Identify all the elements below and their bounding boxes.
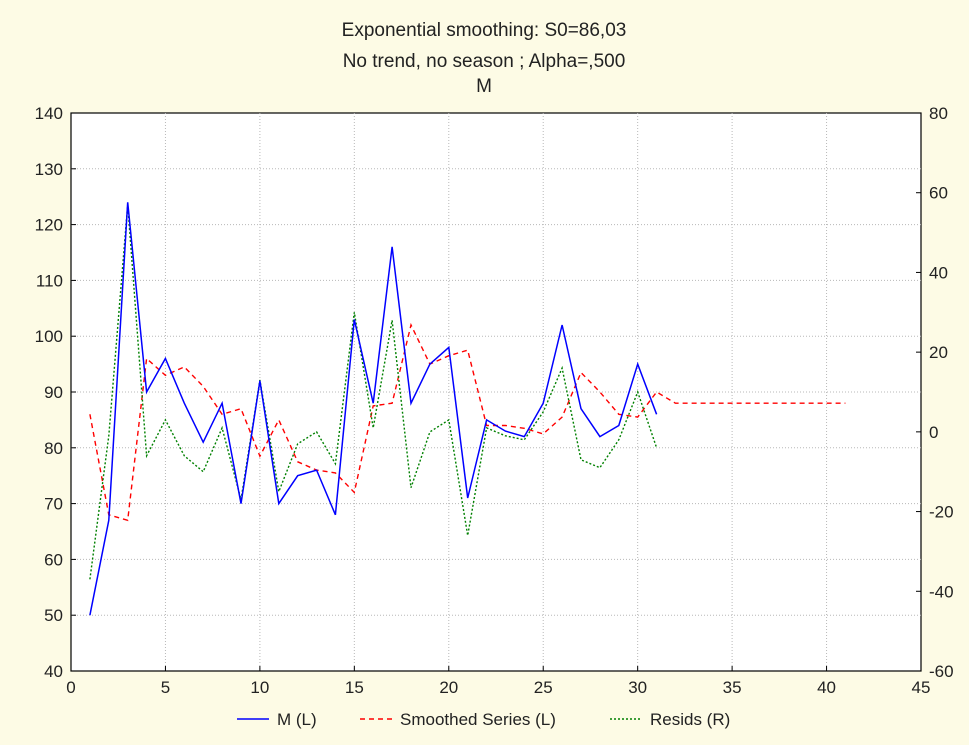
y-left-tick-label: 90 bbox=[44, 383, 63, 402]
series-line-1 bbox=[89, 322, 846, 522]
chart-title-line-2: No trend, no season ; Alpha=,500 bbox=[343, 51, 626, 72]
x-tick-label: 45 bbox=[912, 678, 931, 697]
y-right-tick-label: 40 bbox=[929, 263, 948, 282]
y-left-tick-label: 60 bbox=[44, 550, 63, 569]
y-right-tick-label: -60 bbox=[929, 662, 954, 681]
x-tick-label: 0 bbox=[66, 678, 75, 697]
y-left-tick-label: 110 bbox=[36, 271, 63, 290]
x-tick-label: 25 bbox=[534, 678, 553, 697]
y-right-tick-label: 60 bbox=[929, 184, 948, 203]
legend-label-2: Resids (R) bbox=[650, 710, 730, 729]
x-tick-label: 35 bbox=[723, 678, 742, 697]
chart-title-line-1: Exponential smoothing: S0=86,03 bbox=[342, 20, 627, 41]
y-left-tick-label: 120 bbox=[35, 216, 63, 235]
y-left-tick-label: 70 bbox=[44, 495, 63, 514]
legend-label-0: M (L) bbox=[277, 710, 317, 729]
series-line-0 bbox=[89, 202, 658, 616]
y-right-tick-label: -20 bbox=[929, 503, 954, 522]
y-right-tick-label: 20 bbox=[929, 343, 948, 362]
x-tick-label: 10 bbox=[250, 678, 269, 697]
x-tick-label: 20 bbox=[439, 678, 458, 697]
x-tick-label: 30 bbox=[628, 678, 647, 697]
y-left-tick-label: 130 bbox=[35, 160, 63, 179]
series-layer bbox=[89, 202, 846, 616]
x-tick-label: 5 bbox=[161, 678, 170, 697]
grid bbox=[70, 112, 922, 672]
tick-labels: 0 5 10 15 20 25 30 35 40 45 40 50 60 70 80 90 100 110 120 1… bbox=[35, 104, 954, 697]
chart-title-line-3: M bbox=[476, 76, 492, 97]
y-left-tick-label: 140 bbox=[35, 104, 63, 123]
plot-area bbox=[70, 112, 922, 672]
series-line-2 bbox=[89, 204, 658, 580]
y-left-tick-label: 40 bbox=[44, 662, 63, 681]
x-tick-label: 15 bbox=[345, 678, 364, 697]
legend: M (L) Smoothed Series (L) Resids (R) bbox=[237, 710, 730, 729]
legend-label-1: Smoothed Series (L) bbox=[400, 710, 556, 729]
y-right-tick-label: 0 bbox=[929, 423, 938, 442]
x-tick-label: 40 bbox=[817, 678, 836, 697]
y-left-tick-label: 100 bbox=[35, 327, 63, 346]
y-right-tick-label: 80 bbox=[929, 104, 948, 123]
y-right-tick-label: -40 bbox=[929, 582, 954, 601]
y-left-tick-label: 50 bbox=[44, 606, 63, 625]
y-left-tick-label: 80 bbox=[44, 439, 63, 458]
